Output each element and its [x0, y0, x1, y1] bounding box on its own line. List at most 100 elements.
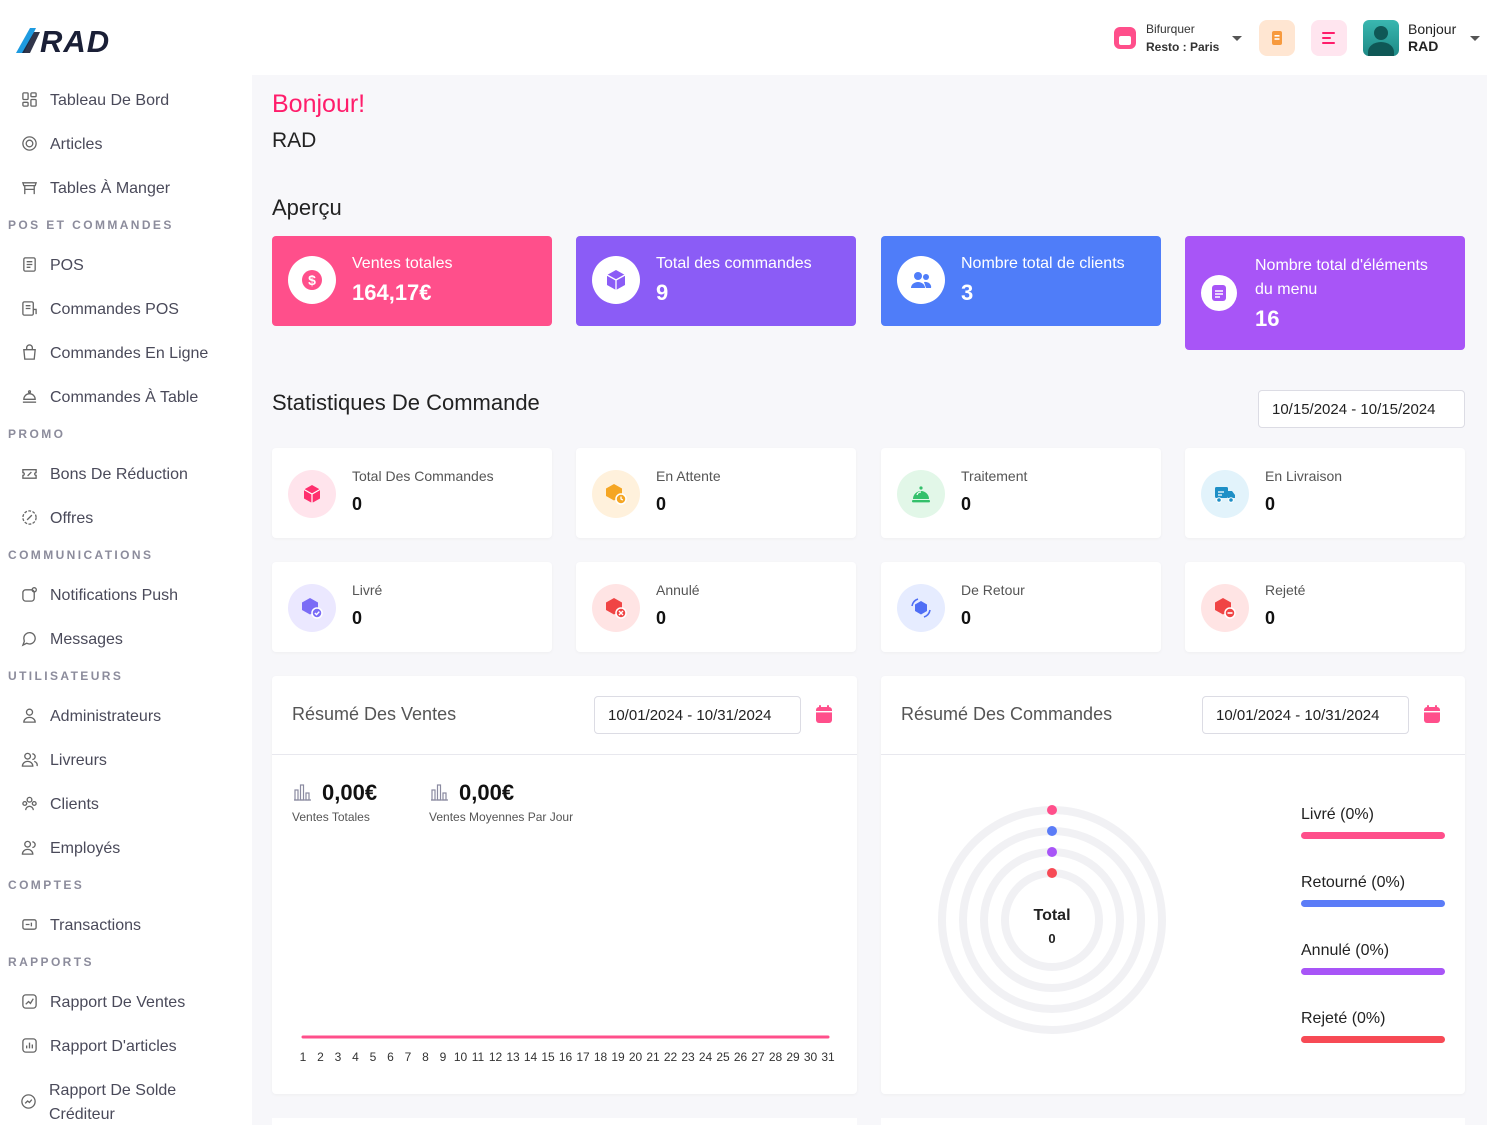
x-tick-label: 9 — [439, 1050, 447, 1064]
kpi-total-orders[interactable]: Total des commandes 9 — [576, 236, 856, 326]
kpi-value: 16 — [1255, 306, 1280, 331]
calendar-icon[interactable] — [815, 704, 833, 724]
orders-summary-panel: Résumé Des Commandes — [881, 676, 1465, 1094]
sidebar-item-label: Articles — [50, 136, 103, 153]
sidebar-item-label: Rapport De Solde Créditeur — [49, 1082, 177, 1123]
stat-value: 0 — [961, 608, 972, 628]
x-tick-label: 24 — [698, 1050, 713, 1064]
sidebar-item-dining-tables[interactable]: Tables À Manger — [20, 177, 170, 201]
stat-processing[interactable]: Traitement 0 — [881, 448, 1161, 538]
stat-out-for-delivery[interactable]: En Livraison 0 — [1185, 448, 1465, 538]
sidebar-item-label: Livreurs — [50, 752, 107, 769]
x-tick-label: 31 — [821, 1050, 835, 1064]
sidebar-item-coupons[interactable]: Bons De Réduction — [20, 463, 188, 487]
section-communications: COMMUNICATIONS — [8, 548, 154, 562]
stat-returned[interactable]: De Retour 0 — [881, 562, 1161, 652]
x-tick-label: 29 — [786, 1050, 800, 1064]
sidebar-item-dashboard[interactable]: Tableau De Bord — [20, 89, 169, 113]
sidebar-item-offers[interactable]: Offres — [20, 507, 93, 531]
user-menu[interactable]: Bonjour RAD — [1363, 20, 1481, 56]
store-icon — [1114, 27, 1136, 49]
x-tick-label: 14 — [523, 1050, 538, 1064]
sidebar-item-administrators[interactable]: Administrateurs — [20, 705, 161, 729]
branch-selector[interactable]: Bifurquer Resto : Paris — [1114, 20, 1242, 56]
kpi-total-customers[interactable]: Nombre total de clients 3 — [881, 236, 1161, 326]
sidebar-item-customers[interactable]: Clients — [20, 793, 99, 817]
x-tick-label: 10 — [453, 1050, 468, 1064]
total-sales-value: 0,00€ — [322, 780, 378, 805]
sidebar-item-delivery-boys[interactable]: Livreurs — [20, 749, 107, 773]
orders-radial-chart — [938, 805, 1166, 1034]
messages-icon — [20, 629, 38, 647]
stat-cancelled[interactable]: Annulé 0 — [576, 562, 856, 652]
orders-summary-date-range[interactable]: 10/01/2024 - 10/31/2024 — [1202, 696, 1409, 734]
dining-table-icon — [20, 178, 38, 196]
stat-rejected[interactable]: Rejeté 0 — [1185, 562, 1465, 652]
transactions-icon — [20, 915, 38, 933]
x-tick-label: 3 — [334, 1050, 342, 1064]
menu-toggle-button[interactable] — [1311, 20, 1347, 56]
kpi-total-menu-items[interactable]: Nombre total d'éléments du menu 16 — [1185, 236, 1465, 350]
sidebar-item-transactions[interactable]: Transactions — [20, 914, 141, 938]
sidebar-item-pos-orders[interactable]: Commandes POS — [20, 298, 179, 322]
online-orders-icon — [20, 343, 38, 361]
stat-label: Livré — [352, 582, 383, 598]
legend-bar-returned — [1301, 900, 1445, 907]
x-tick-label: 27 — [751, 1050, 765, 1064]
sales-line-chart — [301, 1035, 830, 1039]
kpi-title: Total des commandes — [656, 255, 812, 272]
stat-total-orders[interactable]: Total Des Commandes 0 — [272, 448, 552, 538]
sidebar-item-credit-balance-report[interactable]: Rapport De Solde Créditeur — [20, 1079, 220, 1125]
sidebar-item-sales-report[interactable]: Rapport De Ventes — [20, 991, 185, 1015]
stat-value: 0 — [1265, 494, 1276, 514]
radial-value-Annulé — [1047, 847, 1057, 857]
sales-summary-date-range[interactable]: 10/01/2024 - 10/31/2024 — [594, 696, 801, 734]
greeting: Bonjour! — [272, 90, 366, 118]
sidebar-item-articles[interactable]: Articles — [20, 133, 102, 157]
x-tick-label: 25 — [716, 1050, 730, 1064]
kpi-value: 3 — [961, 280, 974, 305]
pos-shortcut-button[interactable] — [1259, 20, 1295, 56]
order-stats-date-range[interactable]: 10/15/2024 - 10/15/2024 — [1258, 390, 1465, 428]
stat-value: 0 — [656, 494, 667, 514]
sidebar-item-table-orders[interactable]: Commandes À Table — [20, 386, 198, 410]
overview-title: Aperçu — [272, 195, 342, 220]
calendar-icon[interactable] — [1423, 704, 1441, 724]
sidebar-item-items-report[interactable]: Rapport D'articles — [20, 1035, 177, 1059]
sidebar-item-label: Transactions — [50, 917, 141, 934]
x-tick-label: 2 — [317, 1050, 324, 1064]
employees-icon — [20, 838, 38, 856]
logo-text: RAD — [40, 24, 110, 56]
offer-icon — [20, 508, 38, 526]
dashboard-icon — [20, 90, 38, 108]
greeting-name: RAD — [272, 129, 317, 152]
stat-label: En Livraison — [1265, 468, 1343, 484]
radial-total-value: 0 — [1048, 931, 1056, 946]
sidebar-item-label: Commandes POS — [50, 301, 179, 318]
sidebar-item-online-orders[interactable]: Commandes En Ligne — [20, 342, 208, 366]
sidebar-item-push-notifications[interactable]: Notifications Push — [20, 584, 178, 608]
sidebar-item-messages[interactable]: Messages — [20, 628, 123, 652]
kpi-total-sales[interactable]: $ Ventes totales 164,17€ — [272, 236, 552, 326]
x-tick-label: 21 — [646, 1050, 660, 1064]
svg-text:$: $ — [308, 272, 316, 288]
menu-doc-icon — [1201, 275, 1237, 311]
sidebar-item-label: Rapport D'articles — [50, 1038, 177, 1055]
returned-box-icon — [897, 584, 945, 632]
next-panel — [272, 1118, 857, 1125]
orders-summary-title: Résumé Des Commandes — [901, 704, 1113, 724]
sidebar-item-employees[interactable]: Employés — [20, 837, 120, 861]
avg-sales-label: Ventes Moyennes Par Jour — [429, 810, 574, 824]
section-promo: PROMO — [8, 427, 66, 441]
sidebar-item-pos[interactable]: POS — [20, 254, 84, 278]
legend-returned: Retourné (0%) — [1301, 874, 1406, 891]
stat-pending[interactable]: En Attente 0 — [576, 448, 856, 538]
x-tick-label: 26 — [733, 1050, 748, 1064]
rad-logo[interactable]: RAD — [14, 22, 126, 56]
section-pos: POS ET COMMANDES — [8, 218, 174, 232]
section-users: UTILISATEURS — [8, 669, 124, 683]
sidebar-item-label: Messages — [50, 631, 123, 648]
stat-delivered[interactable]: Livré 0 — [272, 562, 552, 652]
stat-label: Traitement — [961, 468, 1028, 484]
sidebar-item-label: Commandes En Ligne — [50, 345, 209, 362]
